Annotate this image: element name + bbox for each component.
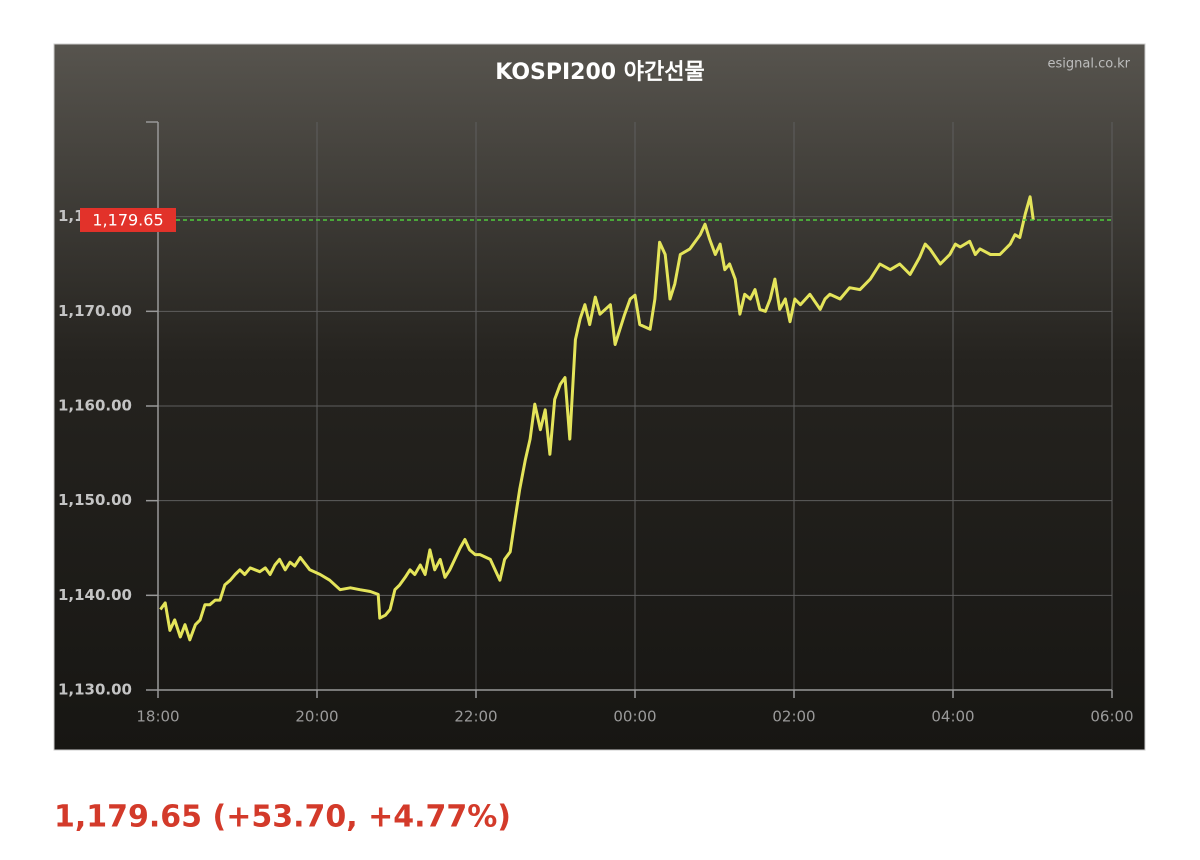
y-tick-label: 1,140.00 [58, 586, 132, 604]
source: esignal.co.kr [1048, 57, 1131, 72]
plot: 1,130.00 1,140.00 1,150.00 1,160.00 1,170.00… [58, 121, 1134, 726]
y-tick-label: 1,130.00 [58, 681, 132, 699]
chart-title: KOSPI200 야간선물 [495, 60, 704, 85]
y-tick-label: 1,160.00 [58, 397, 132, 415]
x-tick-label: 18:00 [136, 708, 179, 726]
chart-panel [53, 43, 1146, 751]
price-line [159, 195, 1035, 642]
x-tick-label: 20:00 [295, 708, 338, 726]
x-tick-label: 22:00 [454, 708, 497, 726]
last-price-box [80, 207, 176, 232]
last-price-label: 1,179.65 [92, 210, 163, 229]
y-tick-label: 1,170.00 [58, 302, 132, 320]
x-tick-label: 04:00 [931, 708, 974, 726]
price-summary: 1,179.65 (+53.70, +4.77%) [54, 800, 511, 835]
x-tick-label: 00:00 [613, 708, 656, 726]
y-tick-label: 1,150.00 [58, 491, 132, 509]
x-tick-label: 02:00 [772, 708, 815, 726]
x-tick-label: 06:00 [1090, 708, 1133, 726]
